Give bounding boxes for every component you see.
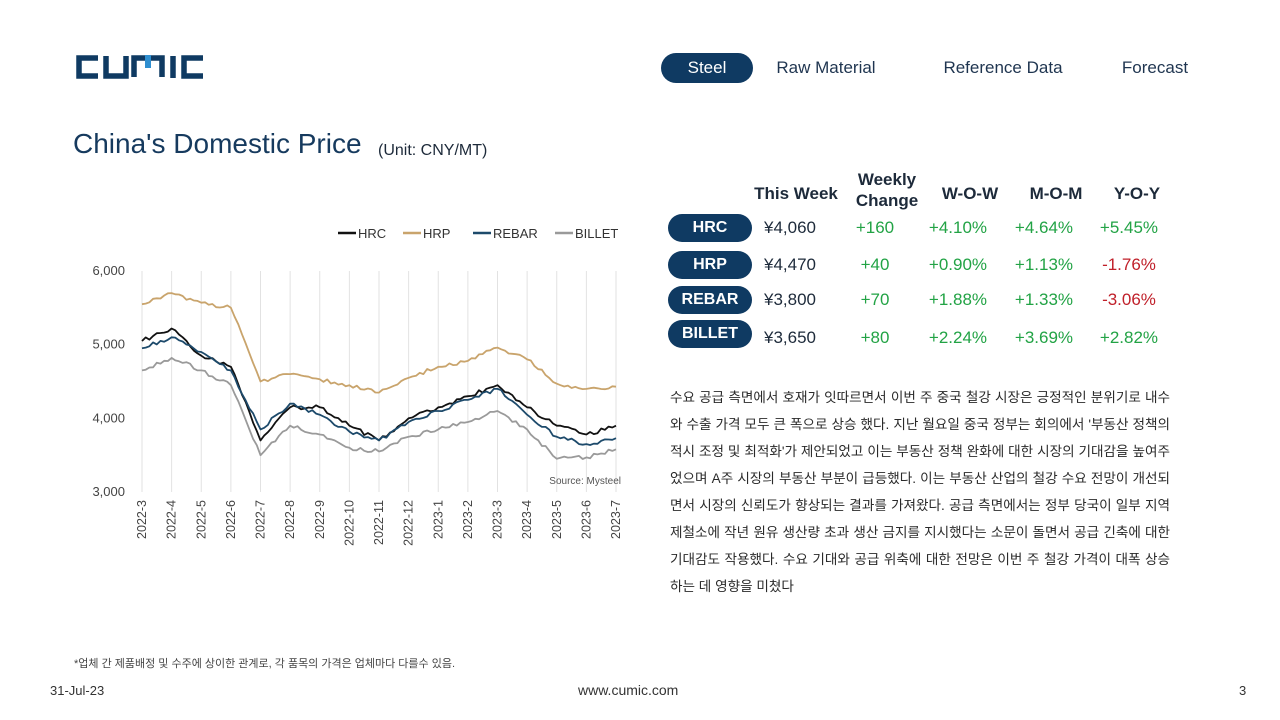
this-week-value: ¥4,060 xyxy=(764,218,816,237)
yoy-value: +5.45% xyxy=(1099,218,1159,237)
cumic-logo[interactable] xyxy=(76,55,206,79)
footer-url[interactable]: www.cumic.com xyxy=(578,682,679,698)
wow-value: +2.24% xyxy=(928,328,988,347)
weekly-change-value: +70 xyxy=(860,290,890,309)
x-tick-label: 2023-7 xyxy=(609,500,623,539)
series-line-billet xyxy=(141,356,617,460)
cumic-logo-mark xyxy=(76,55,203,79)
x-tick-label: 2022-9 xyxy=(313,500,327,539)
yoy-value: -1.76% xyxy=(1102,255,1156,274)
weekly-change-value: +40 xyxy=(860,255,890,274)
mom-value: +1.33% xyxy=(1014,290,1074,309)
y-tick-label: 3,000 xyxy=(92,484,125,499)
product-badge-billet[interactable]: BILLET xyxy=(668,320,752,348)
x-tick-label: 2022-12 xyxy=(402,500,416,546)
x-tick-label: 2023-4 xyxy=(520,500,534,539)
x-tick-label: 2023-5 xyxy=(550,500,564,539)
footnote: *업체 간 제품배정 및 수주에 상이한 관계로, 각 품목의 가격은 업체마다… xyxy=(74,658,456,670)
tab-reference-data[interactable]: Reference Data xyxy=(943,58,1063,77)
price-line-chart: 3,000 4,000 5,000 6,000 2022-3 2022-4 2022-5 2… xyxy=(92,226,623,546)
unit-label: (Unit: CNY/MT) xyxy=(378,142,488,159)
y-tick-label: 5,000 xyxy=(92,337,125,352)
tab-forecast[interactable]: Forecast xyxy=(1121,58,1189,77)
x-tick-label: 2022-7 xyxy=(254,500,268,539)
header-this-week: This Week xyxy=(754,184,838,203)
legend-label: HRC xyxy=(358,226,386,241)
price-row-hrc: HRC ¥4,060 +160 +4.10% +4.64% +5.45% xyxy=(668,214,1188,244)
weekly-change-value: +160 xyxy=(855,218,895,237)
footer-date: 31-Jul-23 xyxy=(50,683,105,698)
wow-value: +1.88% xyxy=(928,290,988,309)
weekly-change-value: +80 xyxy=(860,328,890,347)
x-tick-label: 2022-6 xyxy=(224,500,238,539)
legend-label: REBAR xyxy=(493,226,538,241)
product-badge-hrc[interactable]: HRC xyxy=(668,214,752,242)
price-row-billet: BILLET ¥3,650 +80 +2.24% +3.69% +2.82% xyxy=(668,320,1188,350)
page-title: China's Domestic Price xyxy=(73,128,362,159)
mom-value: +4.64% xyxy=(1014,218,1074,237)
this-week-value: ¥3,650 xyxy=(764,328,816,347)
price-row-hrp: HRP ¥4,470 +40 +0.90% +1.13% -1.76% xyxy=(668,251,1188,281)
market-commentary: 수요 공급 측면에서 호재가 잇따르면서 이번 주 중국 철강 시장은 긍정적인… xyxy=(670,384,1170,600)
series-line-rebar xyxy=(141,336,617,446)
header-mom: M-O-M xyxy=(1029,184,1083,203)
tab-steel[interactable]: Steel xyxy=(661,53,753,83)
x-tick-label: 2023-6 xyxy=(579,500,593,539)
wow-value: +0.90% xyxy=(928,255,988,274)
x-tick-label: 2023-2 xyxy=(461,500,475,539)
mom-value: +1.13% xyxy=(1014,255,1074,274)
header-yoy: Y-O-Y xyxy=(1113,184,1161,203)
tab-raw-material[interactable]: Raw Material xyxy=(776,58,876,77)
x-tick-label: 2022-5 xyxy=(194,500,208,539)
mom-value: +3.69% xyxy=(1014,328,1074,347)
legend-label: HRP xyxy=(423,226,450,241)
product-badge-rebar[interactable]: REBAR xyxy=(668,286,752,314)
wow-value: +4.10% xyxy=(928,218,988,237)
x-tick-label: 2022-3 xyxy=(135,500,149,539)
x-tick-label: 2023-1 xyxy=(431,500,445,539)
this-week-value: ¥4,470 xyxy=(764,255,816,274)
price-row-rebar: REBAR ¥3,800 +70 +1.88% +1.33% -3.06% xyxy=(668,286,1188,316)
series-line-hrp xyxy=(141,292,617,394)
x-tick-label: 2022-4 xyxy=(165,500,179,539)
page-number: 3 xyxy=(1239,683,1247,698)
x-tick-label: 2023-3 xyxy=(491,500,505,539)
header-wow: W-O-W xyxy=(941,184,999,203)
x-tick-label: 2022-10 xyxy=(342,500,356,546)
commentary-paragraph: 수요 공급 측면에서 호재가 잇따르면서 이번 주 중국 철강 시장은 긍정적인… xyxy=(670,390,1170,594)
y-tick-label: 4,000 xyxy=(92,410,125,425)
legend-label: BILLET xyxy=(575,226,618,241)
yoy-value: +2.82% xyxy=(1099,328,1159,347)
chart-source: Source: Mysteel xyxy=(549,476,621,487)
yoy-value: -3.06% xyxy=(1102,290,1156,309)
header-weekly-change: Weekly Change xyxy=(855,170,919,210)
top-nav: Steel Raw Material Reference Data Foreca… xyxy=(661,53,1203,83)
y-tick-label: 6,000 xyxy=(92,263,125,278)
this-week-value: ¥3,800 xyxy=(764,290,816,309)
x-tick-label: 2022-11 xyxy=(372,500,386,545)
product-badge-hrp[interactable]: HRP xyxy=(668,251,752,279)
x-tick-label: 2022-8 xyxy=(283,500,297,539)
